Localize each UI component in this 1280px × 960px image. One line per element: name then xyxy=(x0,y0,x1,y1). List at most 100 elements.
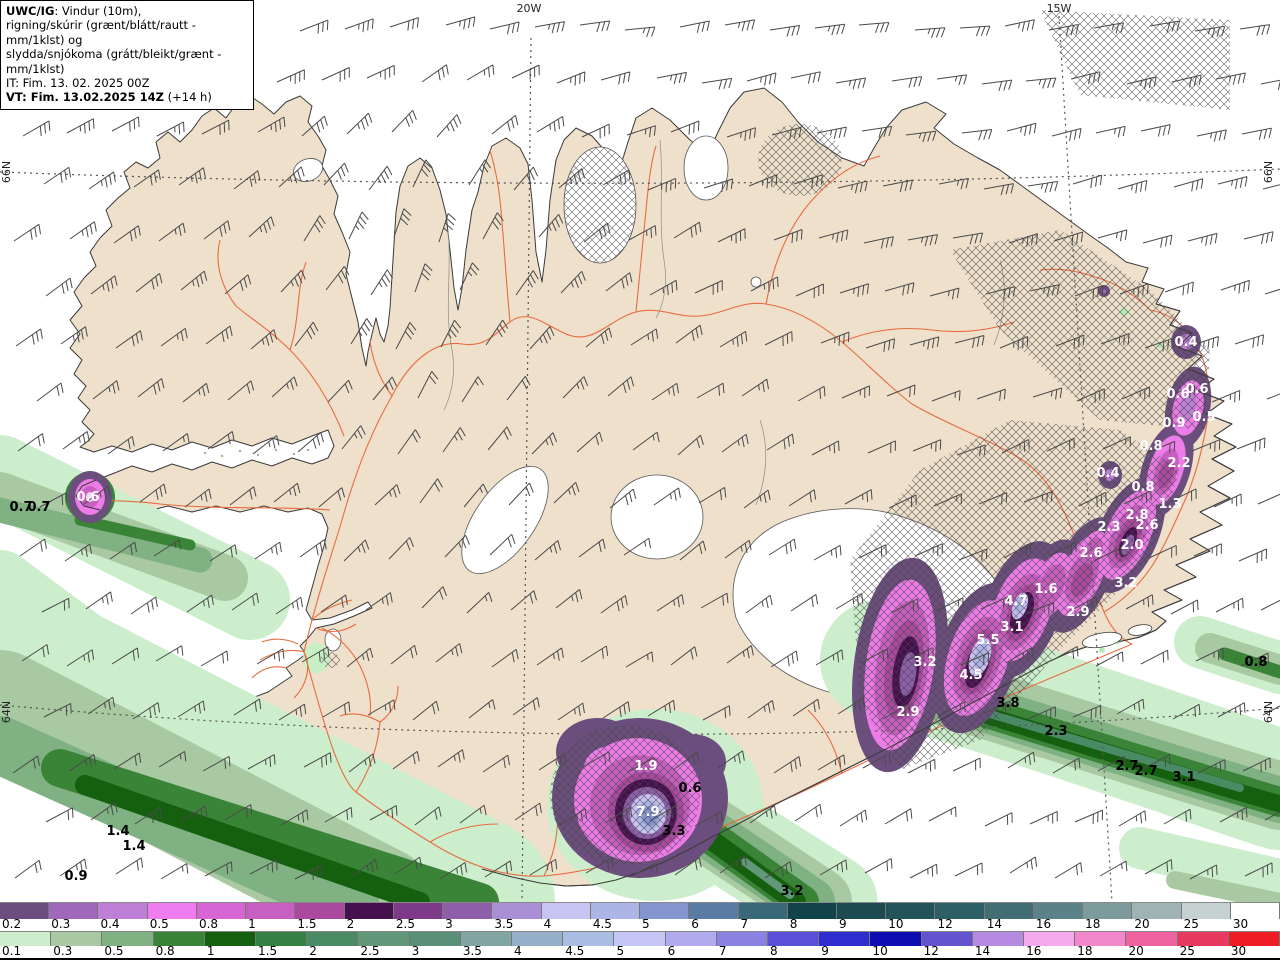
wind-barb xyxy=(506,375,531,401)
scale-segment xyxy=(870,932,922,946)
wind-barb xyxy=(629,862,658,878)
wind-barb xyxy=(389,17,419,31)
wind-barb xyxy=(999,336,1029,351)
wind-barb xyxy=(1149,20,1181,33)
wind-barb xyxy=(461,376,484,403)
wind-barb xyxy=(764,861,793,879)
scale-segment xyxy=(1024,932,1076,946)
wind-barb xyxy=(771,126,802,140)
rain-scale-bar xyxy=(0,931,1280,946)
wind-barb xyxy=(538,753,567,771)
wind-barb xyxy=(368,165,393,191)
wind-barb xyxy=(1189,336,1219,350)
wind-barb xyxy=(839,809,868,827)
wind-barb xyxy=(582,751,611,768)
wind-barb xyxy=(1243,231,1274,245)
wind-barb xyxy=(233,698,262,716)
precip-value: 0.9 xyxy=(64,869,87,884)
wind-barb xyxy=(529,858,558,876)
wind-barb xyxy=(294,864,323,880)
wind-barb xyxy=(66,649,95,667)
wind-barb xyxy=(670,646,698,666)
wind-barb xyxy=(814,23,846,36)
wind-barb xyxy=(421,586,448,609)
wind-barb xyxy=(482,212,504,240)
wind-barb xyxy=(1236,437,1266,452)
wind-barb xyxy=(1144,337,1174,352)
wind-barb xyxy=(555,589,583,609)
wind-barb xyxy=(1217,176,1248,190)
wind-barb xyxy=(841,385,870,399)
precip-value: 1.9 xyxy=(634,759,657,774)
wind-barb xyxy=(252,435,280,455)
precip-value: 3.8 xyxy=(996,696,1019,711)
scale-tick-label: 14 xyxy=(986,917,1002,931)
wind-barb xyxy=(959,25,991,37)
wind-barb xyxy=(604,806,633,824)
precip-value: 0.7 xyxy=(27,500,50,515)
wind-barb xyxy=(954,335,985,348)
scale-tick-label: 18 xyxy=(1085,917,1101,931)
wind-barb xyxy=(275,596,303,615)
wind-barb xyxy=(1238,548,1267,564)
wind-barb xyxy=(62,431,90,450)
wind-barb xyxy=(703,178,734,192)
scale-tick-label: 2.5 xyxy=(395,917,415,931)
wind-barb xyxy=(983,183,1015,196)
wind-barb xyxy=(299,539,327,558)
wind-barb xyxy=(929,287,960,300)
wind-barb xyxy=(1163,808,1192,825)
scale-tick-label: 4 xyxy=(543,917,552,931)
scale-segment xyxy=(344,903,394,919)
graticule-label: 64N xyxy=(0,701,13,723)
scale-segment xyxy=(614,932,666,946)
sleet-snow-scale-bar xyxy=(0,902,1280,919)
wind-barb xyxy=(299,19,329,34)
wind-barb xyxy=(109,541,137,560)
wind-barb xyxy=(748,174,778,189)
wind-barb xyxy=(1196,129,1227,142)
precip-value: 2.7 xyxy=(1115,759,1138,774)
wind-barb xyxy=(205,325,233,345)
wind-barb xyxy=(909,863,938,879)
wind-barb xyxy=(1260,77,1280,91)
map-area: 20W 15W 66N 66N 64N 64N 0.6 1.9 7.9 2.9 3.2 4.5 5.5… xyxy=(0,0,1280,902)
wind-barb xyxy=(1093,22,1125,34)
wind-barb xyxy=(656,594,685,612)
scale-segment xyxy=(1083,903,1133,919)
scale-segment xyxy=(492,903,542,919)
wind-barb xyxy=(341,425,366,450)
wind-barb xyxy=(560,270,586,294)
wind-barb xyxy=(280,809,309,826)
scale-tick-label: 9 xyxy=(821,944,829,958)
wind-barb xyxy=(153,539,182,557)
wind-barb xyxy=(1191,439,1221,452)
wind-barb xyxy=(1097,229,1128,242)
wind-barb xyxy=(233,170,261,190)
scale-segment xyxy=(836,903,887,919)
wind-barb xyxy=(463,483,488,508)
wind-barb xyxy=(83,485,111,505)
wind-barb xyxy=(933,493,962,507)
wind-barb xyxy=(273,482,301,503)
wind-barb xyxy=(115,857,144,875)
wind-barb xyxy=(978,492,1008,505)
wind-barb xyxy=(1140,124,1171,137)
scale-segment xyxy=(819,932,871,946)
scale-tick-label: 0.1 xyxy=(2,944,22,958)
scale-tick-label: 0.4 xyxy=(100,917,120,931)
wind-barb xyxy=(816,126,847,139)
wind-barb xyxy=(912,439,942,452)
wind-barb xyxy=(508,482,534,506)
wind-barb xyxy=(1023,491,1053,504)
scale-tick-label: 0.5 xyxy=(149,917,169,931)
wind-barb xyxy=(372,376,397,401)
wind-barb xyxy=(417,371,439,399)
wind-barb xyxy=(294,321,319,347)
wind-barb xyxy=(162,433,190,452)
scale-tick-label: 5 xyxy=(642,917,650,931)
lon-15w-line xyxy=(1058,15,1113,902)
precip-value: 3.2 xyxy=(913,655,936,670)
wind-barb xyxy=(1029,284,1060,297)
